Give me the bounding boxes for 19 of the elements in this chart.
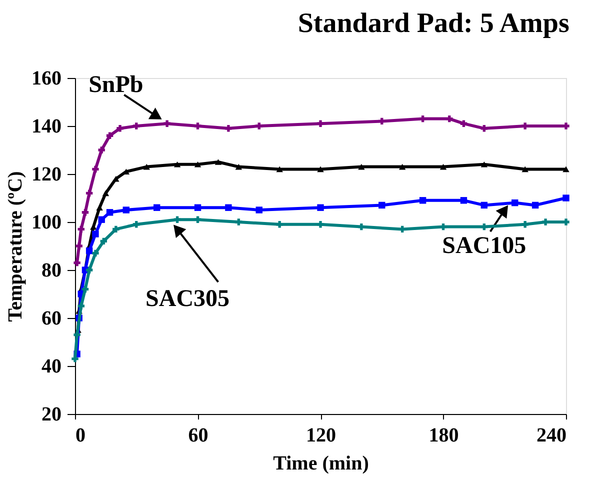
x-tick-label: 0 bbox=[76, 424, 86, 446]
chart-title: Standard Pad: 5 Amps bbox=[298, 8, 570, 39]
x-tick-label: 120 bbox=[306, 424, 336, 446]
y-axis-title: Temperature (ºC) bbox=[4, 171, 26, 322]
text: SAC305 bbox=[146, 286, 230, 312]
y-tick-label: 100 bbox=[32, 212, 62, 234]
x-tick-label: 240 bbox=[536, 424, 566, 446]
y-tick-label: 60 bbox=[42, 308, 62, 330]
series-label: SAC105 bbox=[442, 233, 526, 259]
y-tick-label: 20 bbox=[42, 404, 62, 426]
y-tick-label: 160 bbox=[32, 68, 62, 90]
y-tick-label: 40 bbox=[42, 356, 62, 378]
x-axis-title: Time (min) bbox=[273, 452, 369, 474]
series-label: SnPb bbox=[88, 72, 144, 98]
y-tick-label: 120 bbox=[32, 164, 62, 186]
x-tick-label: 180 bbox=[428, 424, 459, 446]
y-tick-label: 140 bbox=[32, 116, 62, 138]
x-tick-label: 60 bbox=[188, 424, 208, 446]
y-tick-label: 80 bbox=[42, 260, 62, 282]
